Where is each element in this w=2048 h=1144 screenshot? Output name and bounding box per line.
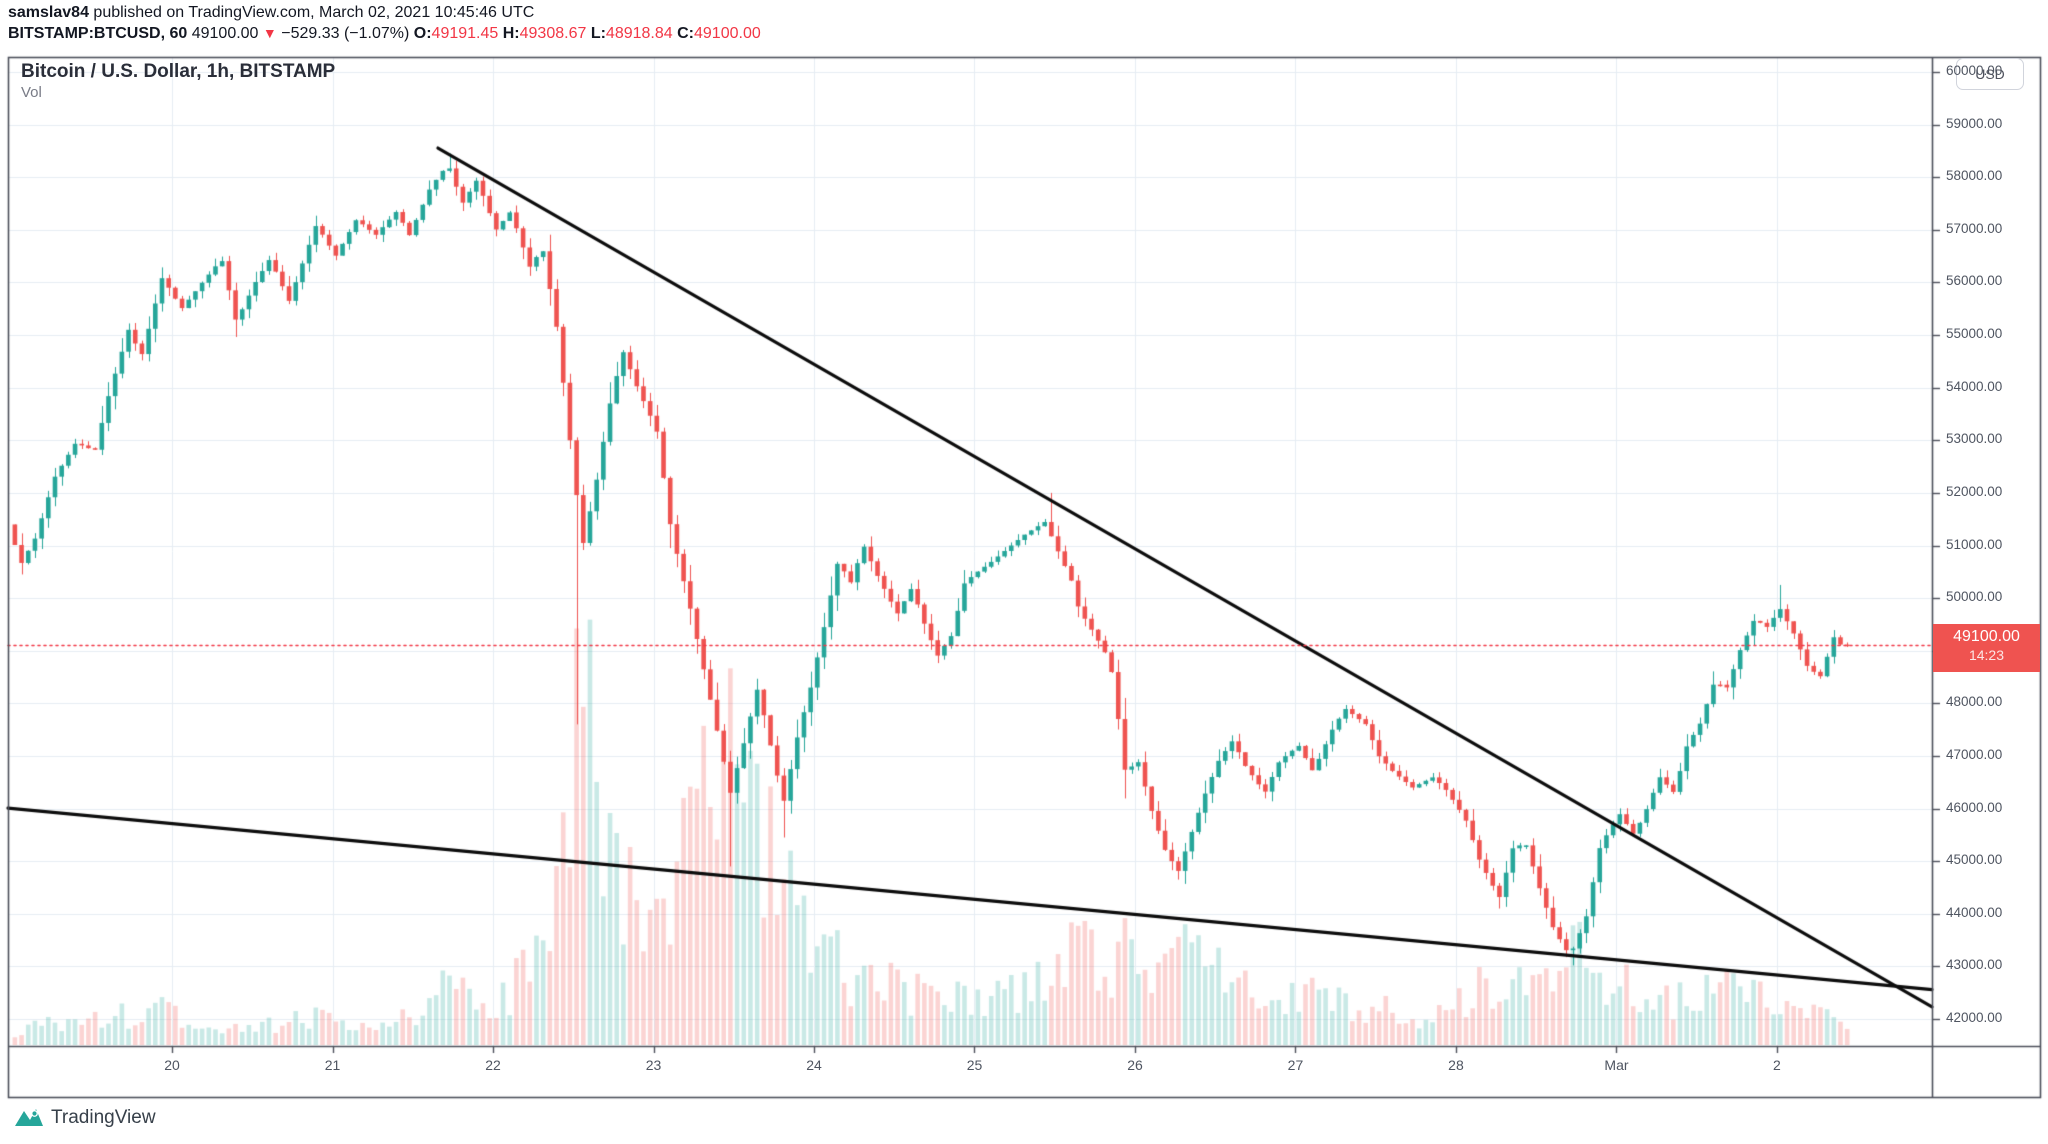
low-value: 48918.84	[605, 25, 673, 42]
bar-countdown: 14:23	[1968, 647, 2005, 663]
price-axis-label: 55000.00	[1946, 326, 2003, 342]
time-axis-label: 25	[966, 1057, 983, 1073]
time-axis-label: 26	[1127, 1057, 1143, 1073]
price-axis-label: 48000.00	[1946, 694, 2003, 710]
close-value: 49100.00	[694, 25, 761, 42]
time-axis-label: 20	[164, 1057, 180, 1073]
price-axis-label: 56000.00	[1946, 273, 2003, 289]
brand-name: TradingView	[51, 1107, 156, 1128]
price-axis-label: 45000.00	[1946, 852, 2003, 868]
volume-indicator-label[interactable]: Vol	[21, 84, 42, 101]
open-label: O:	[413, 25, 432, 42]
price-axis-label: 53000.00	[1946, 431, 2003, 447]
price-axis-label: 44000.00	[1946, 904, 2003, 920]
open-value: 49191.45	[431, 25, 499, 42]
price-axis-label: 50000.00	[1946, 589, 2003, 605]
price-axis-label: 47000.00	[1946, 746, 2003, 762]
chart-title: Bitcoin / U.S. Dollar, 1h, BITSTAMP	[21, 61, 336, 82]
author-name: samslav84	[8, 4, 89, 21]
price-axis-label: 42000.00	[1946, 1010, 2003, 1025]
currency-toggle-button[interactable]: USD	[1956, 58, 2024, 90]
symbol-interval-label: BITSTAMP:BTCUSD, 60	[8, 25, 188, 42]
time-axis-label: 21	[324, 1057, 341, 1073]
low-label: L:	[590, 25, 606, 42]
tradingview-branding[interactable]: TradingView	[14, 1103, 156, 1133]
last-price-tag-value: 49100.00	[1953, 628, 2020, 645]
time-axis-label: 22	[485, 1057, 501, 1073]
price-axis-label: 43000.00	[1946, 957, 2003, 973]
price-axis-label: 51000.00	[1946, 536, 2003, 552]
time-axis-label: 23	[645, 1057, 662, 1073]
price-down-triangle-icon: ▼	[262, 25, 277, 41]
time-axis-label: 27	[1287, 1057, 1304, 1073]
price-axis-label: 46000.00	[1946, 799, 2003, 815]
price-axis-label: 52000.00	[1946, 483, 2003, 499]
byline: samslav84 published on TradingView.com, …	[8, 4, 534, 22]
time-axis-label: 28	[1448, 1057, 1464, 1073]
price-change-value: −529.33 (−1.07%)	[281, 25, 410, 42]
byline-text: published on TradingView.com, March 02, …	[88, 4, 535, 21]
symbol-status-row: BITSTAMP:BTCUSD, 60 49100.00 ▼ −529.33 (…	[8, 25, 761, 43]
last-price-tag: 49100.00 14:23	[1933, 624, 2040, 672]
time-axis-label: 2	[1773, 1057, 1781, 1073]
close-label: C:	[677, 25, 694, 42]
price-axis-label: 60000.00	[1946, 62, 2003, 78]
time-axis-label: Mar	[1604, 1057, 1629, 1073]
high-value: 49308.67	[519, 25, 587, 42]
price-axis-label: 59000.00	[1946, 115, 2003, 131]
last-price-value: 49100.00	[191, 25, 259, 42]
price-axis-label: 58000.00	[1946, 168, 2003, 184]
tradingview-logo-icon	[15, 1109, 43, 1126]
price-axis-label: 57000.00	[1946, 220, 2003, 236]
high-label: H:	[502, 25, 520, 42]
price-axis-label: 54000.00	[1946, 378, 2003, 394]
time-axis-label: 24	[806, 1057, 822, 1073]
